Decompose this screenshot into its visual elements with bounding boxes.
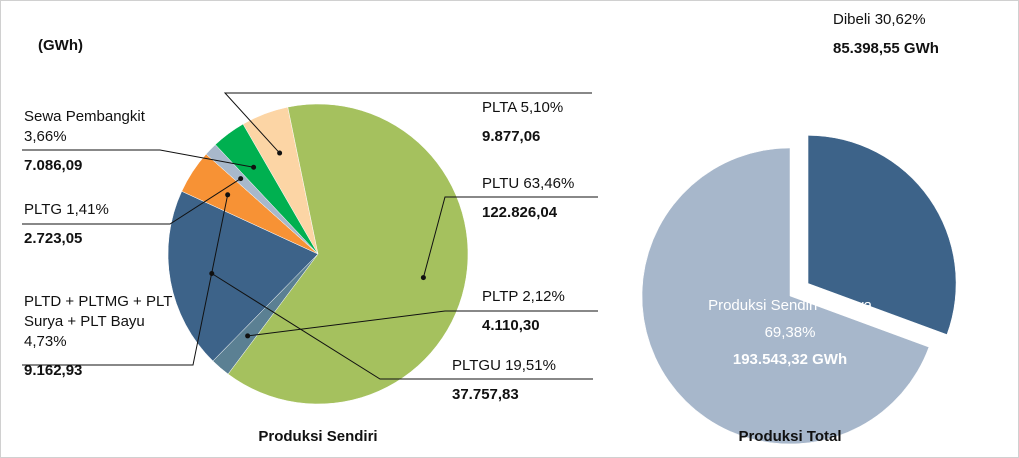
slice-value: 2.723,05	[24, 230, 83, 247]
pie-slice	[807, 135, 957, 335]
slice-label: PLTD + PLTMG + PLT Surya + PLT Bayu 4,73…	[24, 292, 184, 352]
pie-slice	[641, 147, 930, 445]
pie-slice	[227, 103, 469, 405]
slice-percent: 2,12%	[522, 288, 565, 305]
slice-value: 193.543,32 GWh	[732, 351, 848, 368]
slice-label: Sewa Pembangkit 3,66%	[24, 107, 174, 147]
leader-line	[211, 273, 593, 380]
pie-slice	[215, 123, 319, 255]
leader-line	[247, 310, 598, 337]
slice-percent: 19,51%	[505, 357, 556, 374]
slice-percent: 30,62%	[874, 11, 926, 28]
slice-value: 9.877,06	[482, 128, 541, 145]
leader-line	[22, 178, 241, 225]
leader-line	[422, 196, 598, 278]
slice-percent: 4,73%	[24, 333, 67, 350]
slice-label: Produksi Sendiri + Sewa 69,38% 193.543,32 …	[640, 292, 940, 373]
leader-dot	[420, 275, 426, 281]
leader-line	[22, 194, 229, 366]
slice-percent: 69,38%	[764, 324, 816, 341]
slice-category: PLTA	[482, 99, 517, 116]
slice-label: PLTGU 19,51%	[452, 356, 612, 376]
leader-line	[22, 149, 254, 168]
slice-percent: 3,66%	[24, 128, 67, 145]
leader-dot	[245, 333, 251, 339]
slice-category: PLTD + PLTMG + PLT Surya + PLT Bayu	[24, 293, 173, 330]
slice-category: PLTGU	[452, 357, 501, 374]
slice-category: Produksi Sendiri + Sewa	[708, 297, 872, 314]
slice-category: Sewa Pembangkit	[24, 108, 145, 125]
slice-value: 122.826,04	[482, 204, 558, 221]
chart-title: Produksi Total	[738, 428, 842, 445]
leader-dot	[251, 164, 257, 170]
leader-line	[223, 92, 592, 154]
chart-title: Produksi Sendiri	[258, 428, 378, 445]
slice-label: PLTA 5,10%	[482, 98, 622, 118]
slice-percent: 5,10%	[520, 99, 564, 116]
slice-category: PLTP	[482, 288, 519, 305]
slice-percent: 63,46%	[523, 175, 575, 192]
pie-slice	[167, 190, 319, 362]
slice-label: PLTU 63,46%	[482, 174, 622, 194]
slice-label: PLTP 2,12%	[482, 287, 622, 307]
slice-category: PLTU	[482, 175, 520, 192]
slice-category: Dibeli	[833, 11, 871, 28]
slice-value: 4.110,30	[482, 317, 540, 334]
leader-dot	[225, 192, 231, 198]
unit-label: (GWh)	[38, 37, 83, 54]
slice-category: PLTG	[24, 201, 63, 218]
leader-dot	[277, 150, 283, 156]
slice-value: 9.162,93	[24, 362, 83, 379]
slice-value: 7.086,09	[24, 157, 83, 174]
slice-label: PLTG 1,41%	[24, 200, 184, 220]
slice-value: 37.757,83	[452, 386, 519, 403]
slice-percent: 1,41%	[66, 201, 109, 218]
leader-dot	[238, 176, 244, 182]
slice-value: 85.398,55 GWh	[833, 40, 939, 57]
slice-label: Dibeli 30,62%	[833, 10, 926, 30]
